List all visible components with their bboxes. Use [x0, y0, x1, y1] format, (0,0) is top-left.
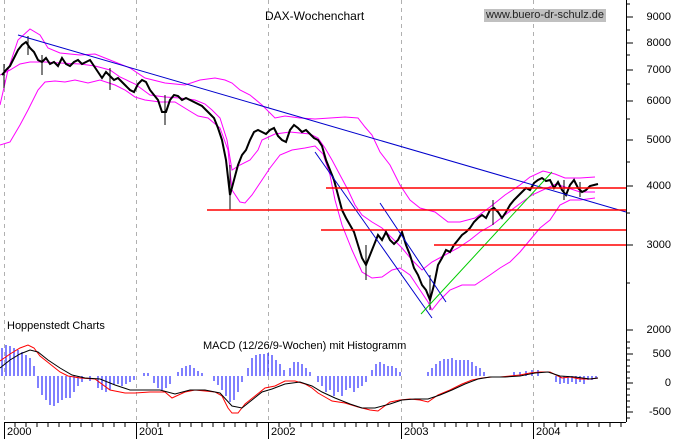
- y-tick-label: 4000: [646, 180, 671, 192]
- macd-tick-label: -500: [648, 406, 671, 418]
- downtrend-channel-line-2: [379, 202, 447, 303]
- macd-tick-label: 0: [664, 377, 671, 389]
- month-ticks: [14, 422, 622, 427]
- macd-tick-label: 500: [652, 348, 671, 360]
- y-tick-label: 6000: [646, 95, 671, 107]
- long-term-downtrend-line: [17, 34, 627, 213]
- support-lines: [207, 187, 626, 246]
- year-gridlines: [4, 0, 534, 422]
- chart-title: DAX-Wochenchart: [265, 9, 365, 23]
- x-tick-label: 2001: [139, 426, 164, 438]
- uptrend-line: [420, 171, 553, 315]
- y-tick-label: 3000: [646, 239, 671, 251]
- x-tick-label: 2004: [536, 426, 561, 438]
- signal-line: [0, 349, 599, 409]
- source-label: Hoppenstedt Charts: [7, 320, 105, 332]
- macd-histogram: [1, 345, 597, 406]
- x-tick-label: 2002: [271, 426, 296, 438]
- y-tick-label: 2000: [646, 324, 671, 336]
- x-tick-label: 2003: [404, 426, 429, 438]
- y-tick-label: 5000: [646, 134, 671, 146]
- bollinger-bands: [0, 28, 596, 311]
- macd-title: MACD (12/26/9-Wochen) mit Histogramm: [203, 340, 407, 352]
- y-tick-label: 7000: [646, 64, 671, 76]
- price-candles: [1, 40, 599, 304]
- x-tick-label: 2000: [7, 426, 32, 438]
- price-candle-bodies: [3, 36, 581, 310]
- y-tick-label: 8000: [646, 37, 671, 49]
- watermark-url: www.buero-dr-schulz.de: [484, 9, 606, 22]
- axes: [4, 0, 633, 439]
- trendlines: [17, 34, 627, 319]
- macd-line: [0, 344, 599, 414]
- downtrend-channel-line-1: [314, 151, 433, 319]
- macd-lines: [0, 344, 599, 414]
- y-tick-label: 9000: [646, 11, 671, 23]
